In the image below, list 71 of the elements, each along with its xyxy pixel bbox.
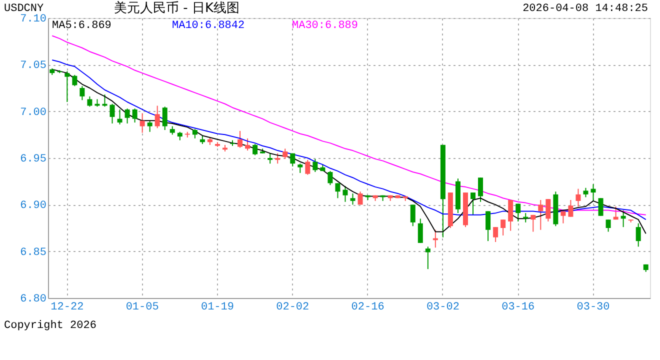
candlestick — [298, 163, 303, 174]
text: Copyright 2026 — [4, 320, 96, 332]
candlestick — [516, 203, 521, 222]
x-tick-label: 02-16 — [351, 302, 384, 314]
y-tick-label: 6.90 — [20, 200, 46, 212]
candlestick — [530, 214, 536, 232]
candlestick — [350, 192, 356, 206]
text: 2026-04-08 14:48:25 — [522, 3, 648, 15]
candlestick — [342, 186, 348, 202]
candlestick — [478, 177, 484, 202]
x-tick-label: 03-16 — [502, 302, 535, 314]
candlestick — [576, 188, 581, 208]
x-tick-label: 01-19 — [200, 302, 234, 314]
y-tick-label: 6.85 — [20, 246, 46, 259]
candlestick — [117, 108, 122, 125]
y-tick-label: 6.80 — [20, 294, 46, 306]
candlestick — [282, 148, 288, 160]
candlestick — [418, 218, 423, 244]
candlestick — [154, 105, 160, 129]
y-tick-label: 7.00 — [20, 106, 46, 119]
candlestick — [636, 222, 641, 248]
text: MA30:6.889 — [292, 20, 358, 32]
x-tick-label: 03-30 — [576, 302, 610, 314]
candlestick — [162, 106, 168, 130]
candlestick — [268, 152, 273, 164]
candlestick — [64, 70, 70, 102]
candlestick — [252, 144, 258, 156]
candlestick — [238, 130, 243, 148]
candlestick — [493, 226, 498, 242]
text: MA10:6.8842 — [172, 20, 245, 32]
text: MA5:6.869 — [52, 20, 112, 32]
candlestick — [583, 187, 588, 198]
candlestick — [470, 192, 476, 216]
candlestick — [560, 210, 566, 224]
candlestick — [87, 96, 92, 108]
candlestick — [606, 219, 611, 232]
y-tick-label: 7.05 — [20, 60, 46, 72]
x-tick-label: 03-02 — [426, 302, 460, 314]
y-tick-label: 6.95 — [20, 154, 46, 166]
candlestick — [335, 182, 340, 199]
candlestick — [245, 138, 250, 152]
candlestick — [110, 103, 115, 124]
candlestick — [410, 204, 416, 227]
candlestick — [147, 120, 152, 132]
candlestick — [486, 210, 491, 242]
y-axis-title: USDCNY — [4, 3, 44, 15]
candlestick — [358, 191, 363, 206]
chart-title: 美元人民币 - 日K线图 — [114, 0, 240, 16]
candlestick — [425, 246, 430, 270]
candlestick — [72, 74, 78, 87]
candlestick — [80, 86, 85, 101]
x-tick-label: 02-02 — [276, 302, 310, 314]
candlestick — [290, 152, 296, 167]
candlestick — [500, 219, 506, 236]
candlestick — [598, 198, 604, 216]
candlestick — [328, 170, 333, 186]
candlestick — [590, 184, 596, 202]
x-tick-label: 01-05 — [126, 302, 159, 314]
candlestick — [132, 108, 138, 124]
candlestick — [538, 200, 544, 230]
candlestick — [275, 152, 280, 164]
candlestick — [305, 159, 310, 176]
x-tick-label: 12-22 — [50, 302, 84, 314]
candlestick — [192, 128, 198, 139]
candlestick — [312, 158, 318, 172]
candlestick — [140, 112, 145, 134]
candlestick — [124, 108, 130, 124]
candlestick — [508, 200, 514, 232]
y-tick-label: 7.10 — [20, 14, 46, 26]
candlestick — [546, 198, 551, 222]
candlestick — [568, 200, 574, 218]
